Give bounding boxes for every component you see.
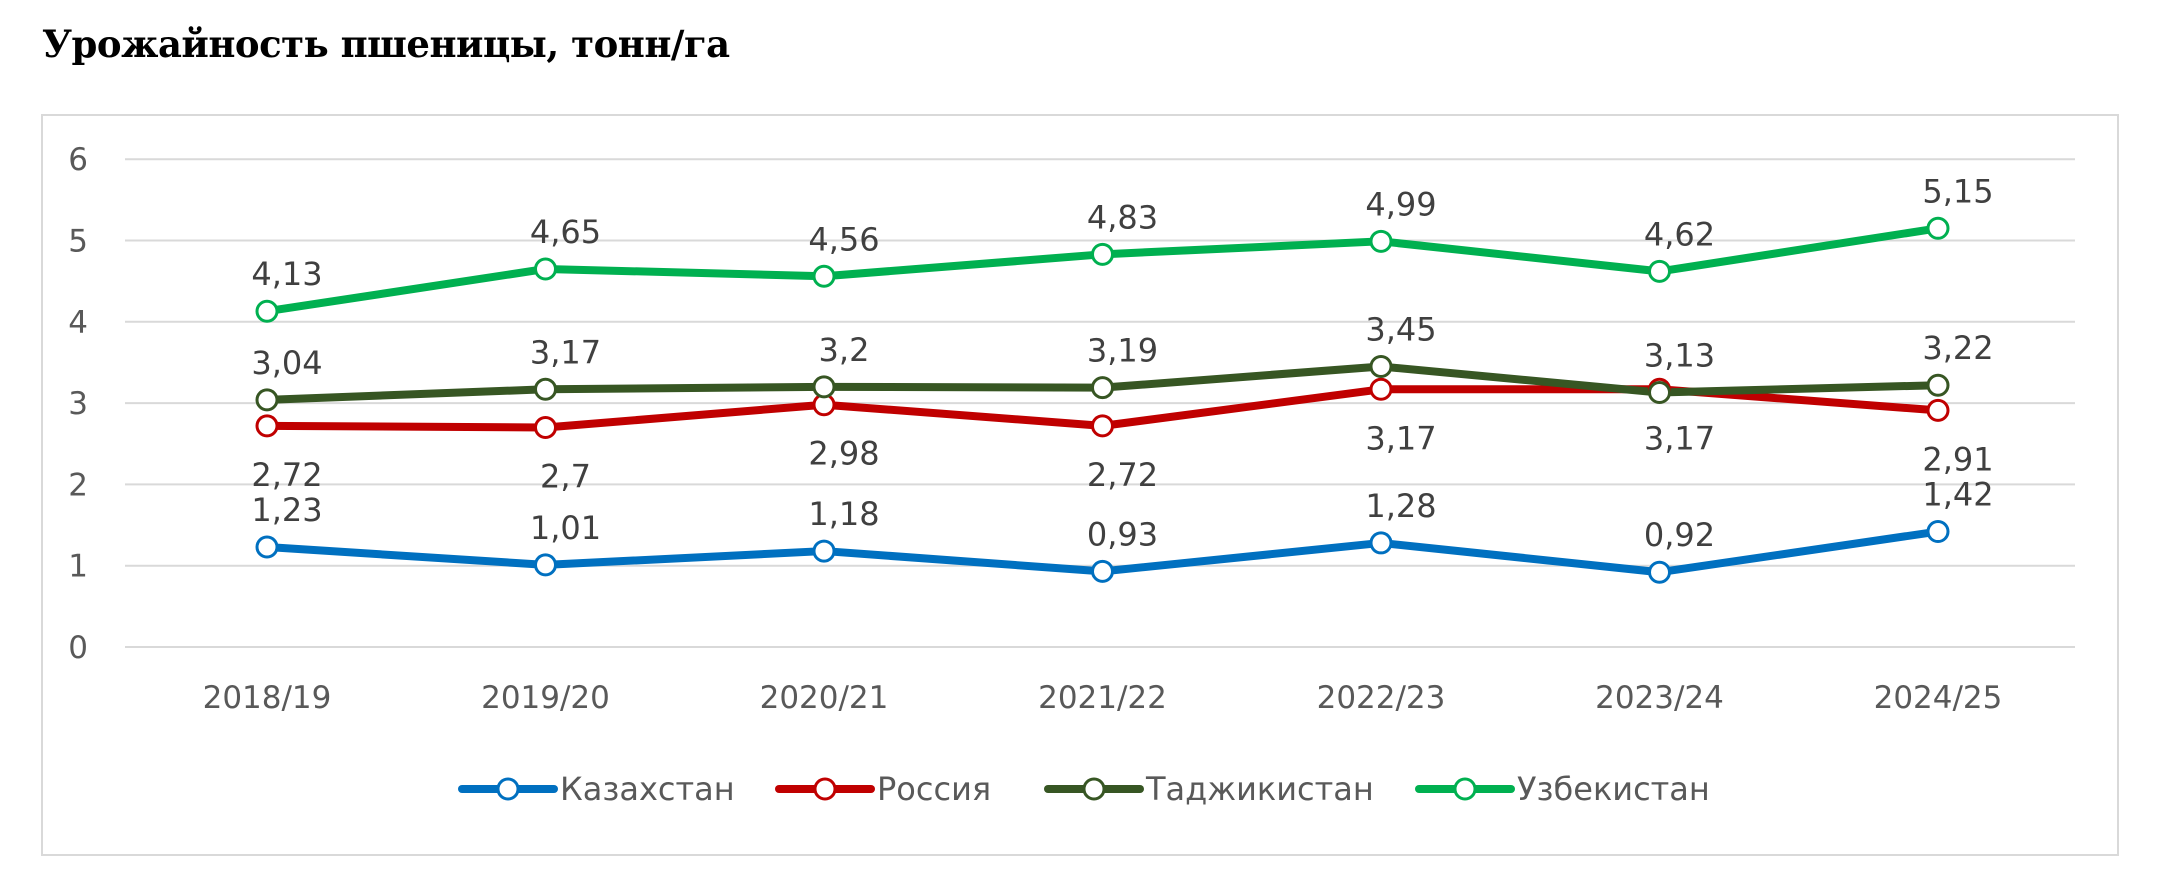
data-label: 4,83 <box>1087 198 1158 236</box>
x-tick-label: 2018/19 <box>203 680 332 716</box>
data-point <box>812 264 836 288</box>
data-label: 1,18 <box>808 495 879 533</box>
x-tick-label: 2022/23 <box>1317 680 1446 716</box>
data-label: 3,04 <box>251 344 322 382</box>
data-label: 3,45 <box>1365 311 1436 349</box>
data-label: 4,13 <box>251 255 322 293</box>
x-tick-label: 2019/20 <box>481 680 610 716</box>
y-tick-label: 2 <box>68 467 88 503</box>
data-point <box>1369 229 1393 253</box>
y-tick-label: 3 <box>68 386 88 422</box>
data-label: 4,56 <box>808 220 879 258</box>
y-tick-label: 5 <box>68 224 88 260</box>
data-point <box>1926 373 1950 397</box>
data-label: 1,23 <box>251 491 322 529</box>
series-lines <box>255 216 1950 584</box>
y-tick-label: 0 <box>68 630 88 666</box>
data-point <box>1926 216 1950 240</box>
y-tick-label: 1 <box>68 549 88 585</box>
legend-label: Казахстан <box>560 770 735 808</box>
data-label: 3,13 <box>1644 337 1715 375</box>
data-point <box>255 299 279 323</box>
data-point <box>1369 355 1393 379</box>
data-point <box>534 553 557 577</box>
data-label: 2,98 <box>808 435 879 473</box>
data-point <box>1648 259 1671 283</box>
data-point <box>1926 520 1950 544</box>
data-label: 0,93 <box>1087 515 1158 553</box>
chart-title: Урожайность пшеницы, тонн/га <box>42 22 730 66</box>
data-point <box>255 388 279 412</box>
data-label: 3,2 <box>819 331 870 369</box>
data-point <box>1369 531 1393 555</box>
legend-label: Таджикистан <box>1145 770 1374 808</box>
data-label: 3,17 <box>530 333 601 371</box>
data-point <box>1648 560 1671 584</box>
data-label: 2,72 <box>251 456 322 494</box>
data-labels: 1,23 1,01 1,18 0,93 1,28 0,92 1,42 2,72 2,7 2,98 2… <box>251 172 1993 554</box>
data-label: 3,19 <box>1087 332 1158 370</box>
data-label: 4,62 <box>1644 215 1715 253</box>
y-tick-label: 4 <box>68 305 88 341</box>
data-point <box>1648 381 1671 405</box>
data-label: 2,7 <box>540 457 591 495</box>
data-label: 3,17 <box>1365 419 1436 457</box>
legend-swatch-marker <box>813 777 837 801</box>
data-point <box>1091 242 1114 266</box>
legend: Казахстан Россия Таджикистан Узбекистан <box>458 770 1710 808</box>
legend-swatch-marker <box>496 777 520 801</box>
data-point <box>1091 414 1114 438</box>
data-point <box>534 415 557 439</box>
data-label: 1,01 <box>530 509 601 547</box>
legend-label: Узбекистан <box>1517 770 1710 808</box>
data-point <box>1091 376 1114 400</box>
data-label: 2,72 <box>1087 456 1158 494</box>
axis-labels: 0 1 2 3 4 5 6 2018/19 2019/20 2020/21 2021/22 2022/… <box>68 142 2002 716</box>
data-point <box>255 414 279 438</box>
data-label: 1,28 <box>1365 487 1436 525</box>
data-point <box>534 377 557 401</box>
x-tick-label: 2021/22 <box>1038 680 1167 716</box>
data-label: 2,91 <box>1922 440 1993 478</box>
y-tick-label: 6 <box>68 142 88 178</box>
x-tick-label: 2024/25 <box>1874 680 2003 716</box>
data-point <box>1926 398 1950 422</box>
gridlines <box>125 158 2075 648</box>
data-label: 1,42 <box>1922 476 1993 514</box>
data-label: 0,92 <box>1644 516 1715 554</box>
data-label: 4,65 <box>530 213 601 251</box>
data-label: 5,15 <box>1922 172 1993 210</box>
legend-swatch-marker <box>1082 777 1106 801</box>
data-point <box>1091 559 1114 583</box>
data-label: 4,99 <box>1365 185 1436 223</box>
x-tick-label: 2020/21 <box>760 680 889 716</box>
legend-swatch-marker <box>1453 777 1477 801</box>
data-point <box>812 375 836 399</box>
data-point <box>255 535 279 559</box>
data-point <box>1369 377 1393 401</box>
data-label: 3,17 <box>1644 419 1715 457</box>
legend-label: Россия <box>877 770 991 808</box>
data-point <box>812 539 836 563</box>
x-tick-label: 2023/24 <box>1595 680 1724 716</box>
data-label: 3,22 <box>1922 329 1993 367</box>
data-point <box>534 257 557 281</box>
